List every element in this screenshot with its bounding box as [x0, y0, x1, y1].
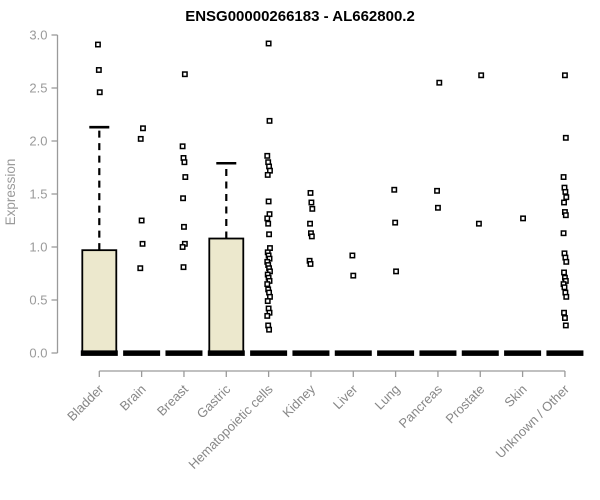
outlier-point-hematopoietic-cells — [264, 215, 271, 222]
x-tick-label-liver: Liver — [330, 381, 361, 412]
outlier-point-hematopoietic-cells — [264, 312, 271, 319]
x-tick-label-lung: Lung — [372, 382, 403, 413]
x-tick-label-unknown-other: Unknown / Other — [492, 381, 572, 461]
y-tick-label: 0.5 — [29, 293, 47, 308]
outlier-point-hematopoietic-cells — [265, 198, 272, 205]
outlier-point-breast — [180, 195, 187, 202]
outlier-point-breast — [181, 71, 188, 78]
outlier-point-lung — [393, 268, 400, 275]
outlier-point-unknown-other — [562, 212, 569, 219]
data-marks-layer — [80, 40, 584, 356]
chart-title: ENSG00000266183 - AL662800.2 — [185, 8, 415, 25]
outlier-point-pancreas — [436, 79, 443, 86]
outlier-point-unknown-other — [563, 258, 570, 265]
outlier-point-unknown-other — [560, 230, 567, 237]
outlier-point-hematopoietic-cells — [264, 152, 271, 159]
median-bar-brain — [123, 350, 161, 356]
outlier-point-unknown-other — [562, 134, 569, 141]
outlier-point-pancreas — [434, 204, 441, 211]
outlier-point-brain — [139, 240, 146, 247]
outlier-point-hematopoietic-cells — [266, 231, 273, 238]
median-bar-hematopoietic-cells — [250, 350, 288, 356]
outlier-point-kidney — [309, 205, 316, 212]
outlier-point-breast — [180, 264, 187, 271]
median-bar-unknown-other — [546, 350, 584, 356]
x-tick-label-breast: Breast — [154, 381, 191, 418]
outlier-point-unknown-other — [560, 174, 567, 180]
x-tick-label-prostate: Prostate — [443, 382, 488, 427]
outlier-point-brain — [137, 135, 144, 142]
outlier-point-hematopoietic-cells — [266, 117, 273, 124]
outlier-point-lung — [391, 186, 398, 193]
box-bladder — [81, 249, 118, 353]
y-axis-title: Expression — [3, 159, 18, 226]
median-bar-skin — [504, 350, 542, 356]
median-bar-bladder — [80, 350, 118, 356]
x-tick-label-pancreas: Pancreas — [396, 381, 446, 431]
outlier-point-unknown-other — [562, 188, 569, 195]
median-bar-kidney — [292, 350, 330, 356]
outlier-point-liver — [349, 252, 356, 259]
x-tick-label-bladder: Bladder — [64, 381, 107, 424]
outlier-point-brain — [137, 265, 144, 272]
outlier-point-unknown-other — [561, 199, 567, 206]
outlier-point-lung — [392, 219, 399, 226]
outlier-point-liver — [350, 272, 357, 279]
outlier-point-unknown-other — [561, 309, 567, 316]
outlier-point-unknown-other — [561, 269, 567, 276]
median-bar-breast — [165, 350, 203, 356]
outlier-point-unknown-other — [563, 293, 570, 300]
outlier-point-unknown-other — [562, 322, 569, 329]
outlier-point-unknown-other — [563, 194, 570, 201]
median-bar-prostate — [461, 350, 499, 356]
outlier-point-bladder — [96, 89, 103, 96]
box-gastric — [208, 237, 245, 353]
outlier-point-breast — [179, 244, 186, 250]
y-tick-label: 3.0 — [29, 28, 47, 43]
outlier-point-breast — [179, 143, 186, 150]
outlier-point-breast — [182, 174, 189, 180]
outlier-point-kidney — [307, 220, 314, 227]
outlier-point-prostate — [478, 72, 485, 79]
y-tick-label: 2.5 — [29, 81, 47, 96]
outlier-point-pancreas — [434, 187, 440, 194]
outlier-point-hematopoietic-cells — [265, 220, 272, 227]
median-bar-lung — [377, 350, 415, 356]
y-tick-label: 1.0 — [29, 240, 47, 255]
y-tick-label: 2.0 — [29, 134, 47, 149]
median-bar-gastric — [207, 350, 245, 356]
outlier-point-hematopoietic-cells — [265, 40, 272, 47]
outlier-point-unknown-other — [561, 284, 568, 291]
outlier-point-hematopoietic-cells — [264, 281, 271, 288]
outlier-point-kidney — [307, 261, 314, 267]
outlier-point-bladder — [95, 67, 102, 73]
x-tick-label-gastric: Gastric — [194, 381, 234, 421]
median-bar-liver — [334, 350, 372, 356]
outlier-point-kidney — [308, 233, 315, 240]
y-tick-label: 1.5 — [29, 187, 47, 202]
outlier-point-brain — [140, 125, 146, 132]
outlier-point-hematopoietic-cells — [266, 326, 273, 333]
outlier-point-unknown-other — [561, 72, 568, 79]
outlier-point-hematopoietic-cells — [264, 298, 271, 305]
x-tick-label-skin: Skin — [501, 382, 529, 410]
median-bar-pancreas — [419, 350, 457, 356]
x-tick-label-brain: Brain — [117, 382, 149, 414]
outlier-point-brain — [138, 217, 145, 224]
outlier-point-prostate — [475, 220, 482, 227]
outlier-point-hematopoietic-cells — [264, 171, 271, 178]
outlier-point-kidney — [307, 189, 314, 196]
outlier-point-unknown-other — [561, 315, 568, 321]
outlier-point-breast — [181, 159, 188, 166]
x-tick-label-kidney: Kidney — [279, 381, 318, 420]
outlier-point-bladder — [95, 41, 101, 48]
outlier-point-skin — [520, 215, 526, 222]
outlier-point-breast — [181, 223, 187, 230]
y-tick-label: 0.0 — [29, 346, 47, 361]
outlier-point-kidney — [308, 199, 315, 206]
